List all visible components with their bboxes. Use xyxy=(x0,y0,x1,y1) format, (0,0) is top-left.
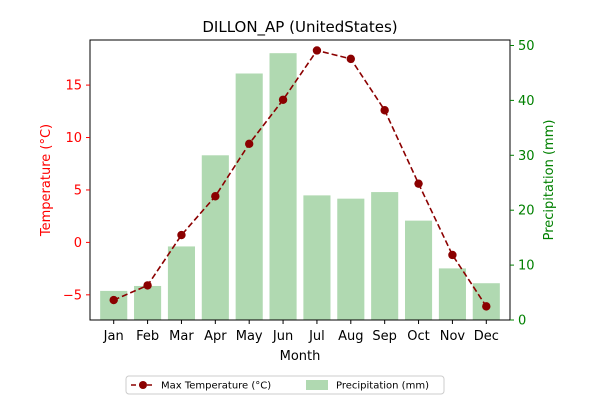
left-tick-label: 15 xyxy=(65,79,82,94)
x-tick-label: Aug xyxy=(338,329,363,344)
x-axis-label: Month xyxy=(280,349,321,364)
left-tick-label: 10 xyxy=(65,131,82,146)
right-tick-label: 10 xyxy=(518,259,535,274)
precip-bar-jul xyxy=(303,195,331,320)
x-tick-label: Dec xyxy=(474,329,499,344)
precip-bar-aug xyxy=(337,198,365,320)
x-tick-label: Jul xyxy=(308,329,325,344)
temp-point-sep xyxy=(380,106,389,115)
x-tick-label: Apr xyxy=(204,329,227,344)
precip-bar-sep xyxy=(371,192,399,320)
temp-point-jul xyxy=(312,46,322,55)
precip-bar-dec xyxy=(472,283,500,320)
precip-bar-apr xyxy=(201,155,229,320)
left-tick-label: 5 xyxy=(74,183,82,198)
x-tick-label: May xyxy=(236,329,263,344)
right-tick-label: 0 xyxy=(518,314,526,329)
legend-bar-swatch xyxy=(306,380,328,390)
temp-point-dec xyxy=(482,302,491,311)
temperature-line xyxy=(109,46,491,311)
x-tick-label: Feb xyxy=(136,329,159,344)
x-axis-ticks: Jan Feb Mar Apr May Jun Jul Aug Sep Oct Nov Dec xyxy=(103,320,499,344)
precipitation-bars xyxy=(100,53,500,320)
legend: Max Temperature (°C) Precipitation (mm) xyxy=(125,375,445,395)
left-tick-label: 0 xyxy=(74,236,82,251)
temp-point-apr xyxy=(211,192,220,201)
x-tick-label: Jan xyxy=(103,329,124,344)
precip-bar-nov xyxy=(438,268,466,320)
right-axis-label: Precipitation (mm) xyxy=(542,120,557,241)
x-tick-label: Sep xyxy=(372,329,397,344)
legend-box xyxy=(125,375,445,395)
precip-bar-oct xyxy=(405,220,433,320)
left-axis-ticks: −5 0 5 10 15 xyxy=(63,79,90,303)
temp-point-feb xyxy=(143,281,152,290)
temp-point-may xyxy=(244,139,254,149)
temp-point-nov xyxy=(448,250,457,260)
right-tick-label: 20 xyxy=(518,204,535,219)
precip-bar-feb xyxy=(134,285,162,320)
precip-bar-jun xyxy=(269,53,297,320)
left-tick-label: −5 xyxy=(63,288,82,303)
x-tick-label: Nov xyxy=(440,329,466,344)
right-tick-label: 50 xyxy=(518,39,535,54)
right-tick-label: 30 xyxy=(518,149,535,164)
legend-label-temperature: Max Temperature (°C) xyxy=(161,381,271,392)
temp-point-mar xyxy=(177,230,186,240)
precip-bar-may xyxy=(235,73,263,320)
x-tick-label: Oct xyxy=(407,329,429,344)
legend-label-precipitation: Precipitation (mm) xyxy=(336,381,429,392)
x-tick-label: Mar xyxy=(169,329,194,344)
x-tick-label: Jun xyxy=(272,329,293,344)
right-axis-ticks: 0 10 20 30 40 50 xyxy=(510,39,535,329)
temp-point-jun xyxy=(278,95,288,104)
left-axis-label: Temperature (°C) xyxy=(39,124,54,237)
temp-point-jan xyxy=(109,295,118,305)
legend-marker-icon xyxy=(139,381,147,389)
temp-point-oct xyxy=(414,179,423,188)
chart-title: DILLON_AP (UnitedStates) xyxy=(202,18,397,37)
precip-bar-mar xyxy=(167,246,195,320)
temp-point-aug xyxy=(346,54,356,64)
plot-frame xyxy=(89,39,511,321)
temperature-series-line xyxy=(113,49,487,307)
right-tick-label: 40 xyxy=(518,94,535,109)
